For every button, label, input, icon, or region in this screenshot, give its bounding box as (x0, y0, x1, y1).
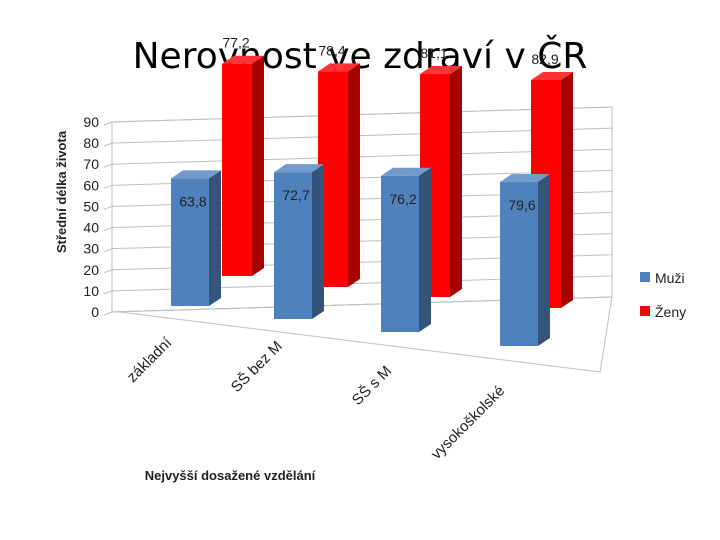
y-tick-label: 90 (83, 114, 99, 130)
bar-zeny (222, 63, 252, 277)
bar-muzi-side (538, 174, 550, 346)
y-tick-labels: 0 10 20 30 40 50 60 70 80 90 (83, 114, 99, 320)
tick-mark (103, 290, 113, 295)
bar-muzi-top (500, 174, 550, 183)
bars (171, 55, 573, 346)
y-tick-label: 80 (83, 135, 99, 151)
bar-muzi-top (171, 170, 221, 179)
gridline (111, 127, 613, 144)
bar-zeny-top (420, 65, 462, 74)
x-axis-title: Nejvyšší dosažené vzdělání (145, 468, 316, 483)
y-tick-label: 0 (91, 304, 99, 320)
bar-muzi (381, 175, 419, 332)
bar-muzi-side (419, 167, 431, 332)
x-category-label: vysokoškolské (428, 382, 508, 462)
y-tick-label: 40 (83, 220, 99, 236)
tick-mark (103, 121, 113, 126)
data-label-muzi: 72,7 (282, 187, 309, 203)
y-tick-label: 20 (83, 262, 99, 278)
bar-zeny-top (531, 72, 573, 81)
bar-muzi-top (381, 167, 431, 176)
bar-muzi (274, 172, 312, 319)
bar-zeny-side (450, 65, 462, 297)
x-category-label: základní (124, 334, 176, 386)
legend-swatch (640, 272, 650, 282)
bar-zeny-top (222, 55, 264, 64)
bar-muzi (500, 182, 538, 346)
data-label-zeny: 82,9 (531, 51, 558, 67)
tick-mark (103, 184, 113, 189)
tick-mark (103, 311, 113, 316)
y-tick-label: 30 (83, 241, 99, 257)
y-tick-label: 50 (83, 198, 99, 214)
gridline (111, 106, 613, 123)
bar-muzi-top (274, 164, 324, 173)
data-label-zeny: 81,1 (420, 45, 447, 61)
tick-mark (103, 205, 113, 210)
y-tick-label: 60 (83, 177, 99, 193)
y-axis-title: Střední délka života (54, 130, 69, 253)
tick-mark (103, 269, 113, 274)
bar-muzi-side (209, 170, 221, 306)
data-label-muzi: 79,6 (508, 197, 535, 213)
legend-swatch (640, 306, 650, 316)
tick-mark (103, 142, 113, 147)
data-label-muzi: 63,8 (179, 193, 206, 209)
data-labels: 77,2 78,4 81,1 82,9 63,8 72,7 76,2 79,6 (179, 35, 558, 213)
data-label-zeny: 78,4 (318, 42, 345, 58)
tick-mark (103, 248, 113, 253)
y-tick-label: 70 (83, 156, 99, 172)
bar-zeny-side (252, 55, 264, 277)
legend: Muži Ženy (640, 270, 686, 320)
gridline (111, 148, 613, 165)
tick-mark (103, 163, 113, 168)
bar-zeny-side (561, 72, 573, 309)
x-category-label: SŠ bez M (228, 338, 286, 396)
bar-zeny-top (318, 63, 360, 72)
tick-mark (103, 227, 113, 232)
data-label-zeny: 77,2 (222, 35, 249, 51)
y-tick-label: 10 (83, 283, 99, 299)
legend-label: Muži (655, 270, 685, 286)
bar-muzi (171, 178, 209, 306)
bar-muzi-side (312, 164, 324, 319)
x-category-label: SŠ s M (349, 363, 395, 409)
bar-zeny-side (348, 63, 360, 288)
legend-label: Ženy (655, 304, 686, 320)
data-label-muzi: 76,2 (389, 191, 416, 207)
